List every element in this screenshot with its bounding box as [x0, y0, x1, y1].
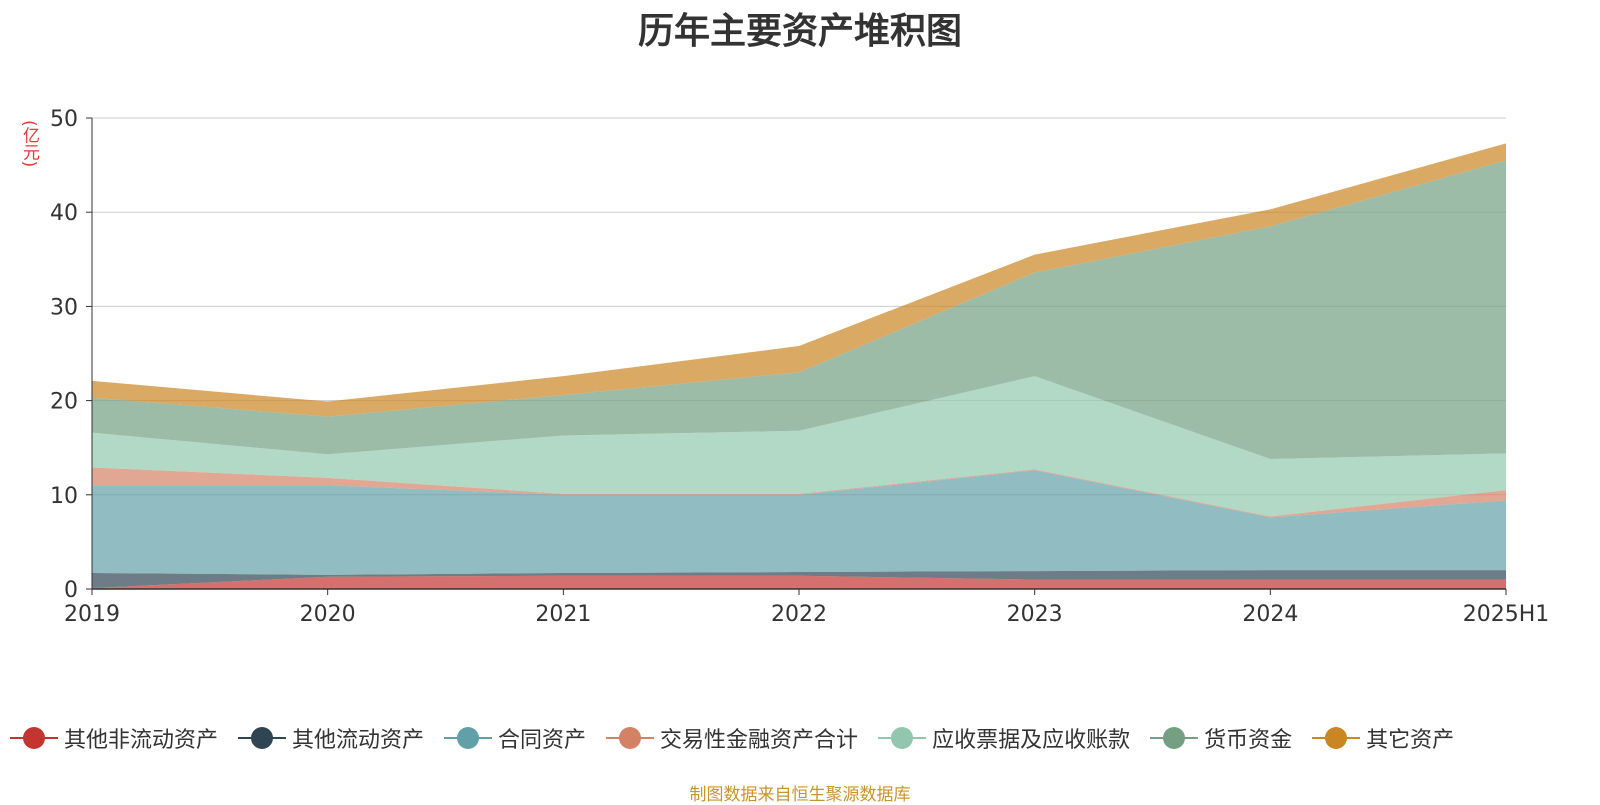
area-series-6 — [92, 143, 1506, 417]
legend-label-0: 其他非流动资产 — [64, 728, 219, 753]
area-series-4 — [92, 376, 1506, 517]
y-tick-label-2: 20 — [50, 390, 78, 415]
legend-item-1[interactable]: 其他流动资产 — [238, 722, 424, 754]
x-tick-label-4: 2023 — [1007, 602, 1063, 627]
chart-legend: 其他非流动资产 其他流动资产 合同资产 交易性金融资产合计 应收票据及应收账款 货币资金 其… — [10, 718, 1600, 758]
legend-item-4[interactable]: 应收票据及应收账款 — [878, 722, 1130, 754]
x-tick-label-6: 2025H1 — [1463, 602, 1550, 627]
area-series-5 — [92, 160, 1506, 460]
legend-swatch-3 — [606, 727, 655, 749]
legend-item-5[interactable]: 货币资金 — [1150, 722, 1292, 754]
legend-label-1: 其他流动资产 — [292, 728, 425, 753]
y-tick-label-5: 50 — [50, 107, 78, 132]
legend-label-3: 交易性金融资产合计 — [660, 728, 859, 753]
legend-swatch-0 — [10, 727, 58, 749]
area-series-0 — [92, 575, 1506, 589]
legend-label-4: 应收票据及应收账款 — [932, 728, 1131, 753]
legend-label-5: 货币资金 — [1204, 728, 1293, 753]
x-tick-label-1: 2020 — [300, 602, 356, 627]
x-tick-label-5: 2024 — [1242, 602, 1298, 627]
y-tick-label-3: 30 — [50, 295, 78, 320]
area-series-2 — [92, 470, 1506, 575]
legend-swatch-4 — [878, 727, 927, 749]
legend-swatch-6 — [1312, 727, 1361, 749]
x-tick-label-3: 2022 — [771, 602, 827, 627]
y-tick-labels: 0 10 20 30 40 50 — [50, 107, 78, 603]
legend-label-2: 合同资产 — [498, 728, 587, 753]
legend-item-6[interactable]: 其它资产 — [1312, 722, 1454, 754]
axes — [86, 117, 1507, 595]
x-tick-labels: 2019 2020 2021 2022 2023 2024 2025H1 — [64, 602, 1549, 627]
x-tick-label-0: 2019 — [64, 602, 120, 627]
legend-item-0[interactable]: 其他非流动资产 — [10, 722, 218, 754]
y-tick-label-0: 0 — [64, 578, 78, 603]
area-series-1 — [92, 570, 1506, 589]
y-tick-label-1: 10 — [50, 484, 78, 509]
x-tick-label-2: 2021 — [535, 602, 591, 627]
legend-swatch-1 — [238, 727, 287, 749]
chart-title: 历年主要资产堆积图 — [637, 11, 962, 52]
legend-swatch-5 — [1150, 727, 1199, 749]
data-source-note: 制图数据来自恒生聚源数据库 — [689, 785, 911, 805]
legend-item-3[interactable]: 交易性金融资产合计 — [606, 722, 858, 754]
area-series — [92, 143, 1506, 589]
legend-label-6: 其它资产 — [1366, 728, 1455, 753]
y-tick-label-4: 40 — [50, 201, 78, 226]
y-axis-unit-label: (亿元) — [19, 120, 39, 168]
legend-item-2[interactable]: 合同资产 — [444, 722, 586, 754]
stacked-area-chart: 0 10 20 30 40 50 2019 2020 2021 2022 2023 2024 2025… — [50, 107, 1549, 627]
legend-swatch-2 — [444, 727, 493, 749]
